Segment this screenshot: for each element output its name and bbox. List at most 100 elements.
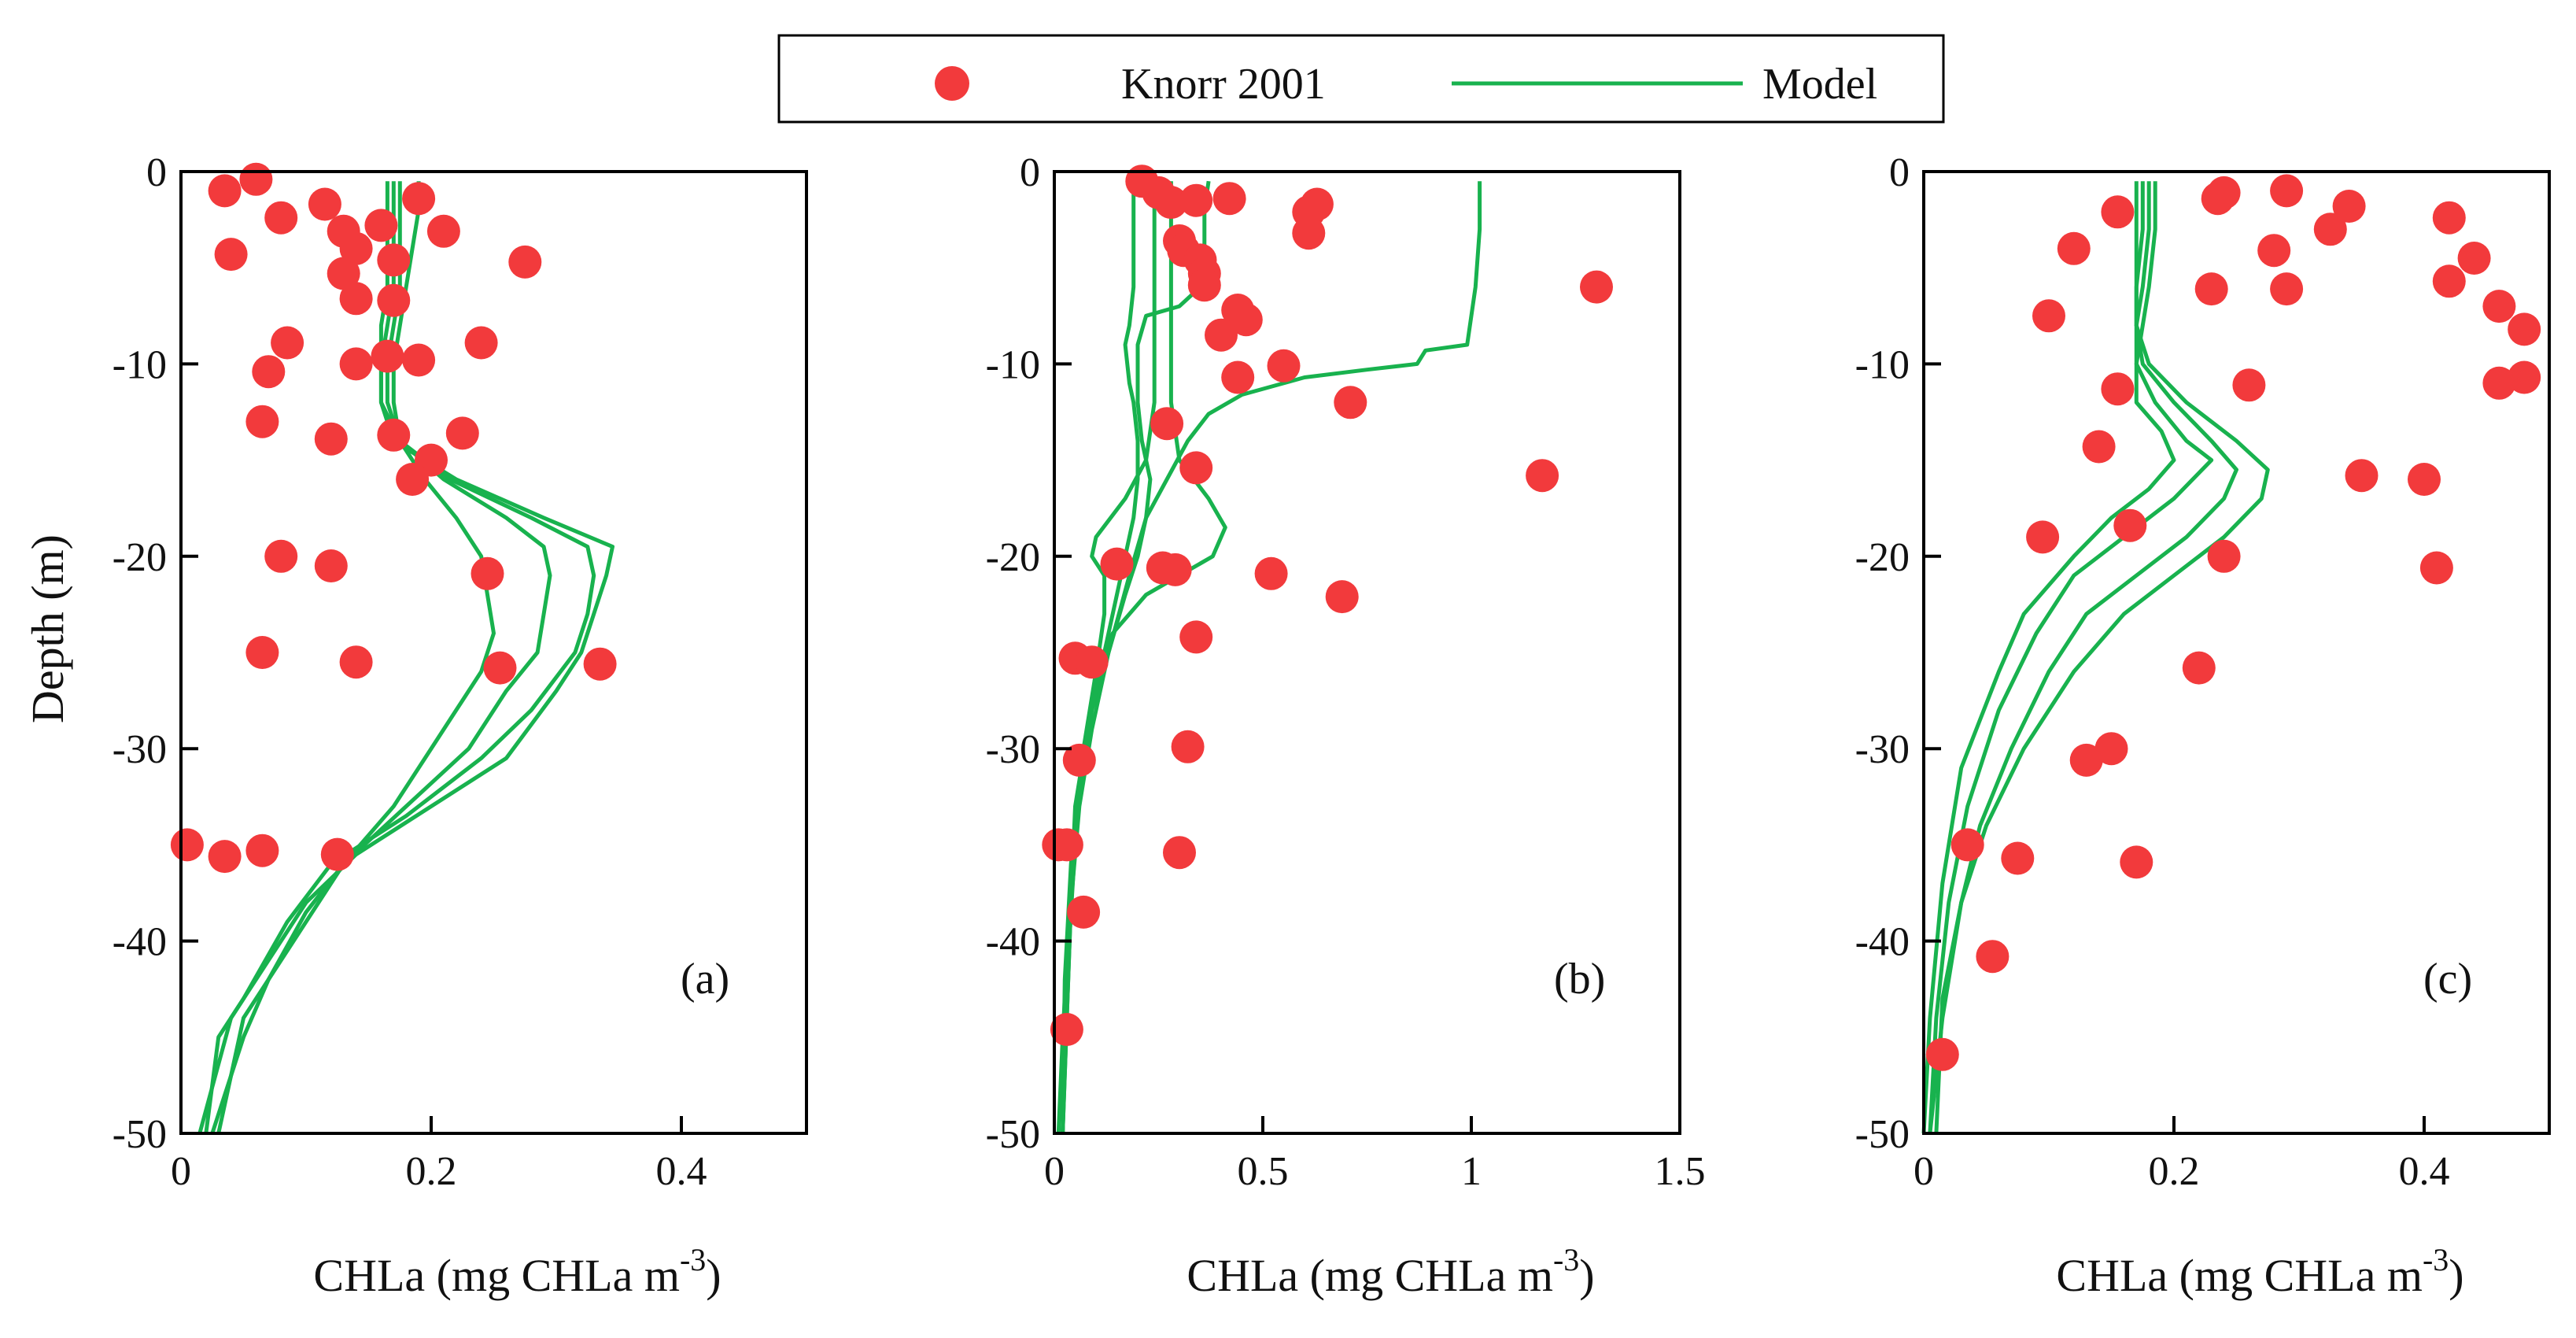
- panel-c-observed-point: [2101, 372, 2135, 406]
- panel-c-ytick-label: 0: [1889, 150, 1910, 195]
- panel-a-observed-point: [245, 636, 279, 669]
- panel-c-observed-point: [2101, 195, 2135, 229]
- panel-a-xtick-label: 0: [171, 1149, 191, 1194]
- panel-c-observed-point: [2194, 272, 2228, 306]
- panel-a-label: (a): [681, 955, 729, 1004]
- panel-a-ytick-label: -30: [113, 727, 167, 772]
- panel-a-observed-point: [426, 214, 460, 248]
- panel-b-model-line-5: [1061, 181, 1482, 1134]
- panel-b-ytick-label: -50: [986, 1112, 1040, 1157]
- panel-b-ticks: 0 0.5 1 1.5 0 -10 -20 -30 -40 -50: [986, 150, 1706, 1194]
- panel-a-observed-point: [271, 326, 304, 360]
- panel-c-observed-point: [1925, 1037, 1959, 1071]
- panel-c-ytick-label: -50: [1855, 1112, 1910, 1157]
- panel-b-observed-point: [1050, 828, 1083, 862]
- panel-b-label: (b): [1554, 955, 1605, 1004]
- panel-b-xlabel-main: CHLa (mg CHLa m: [1187, 1250, 1553, 1301]
- panel-a-observed-point: [508, 245, 542, 279]
- panel-c-observed-point: [2257, 234, 2291, 268]
- panel-c-model-lines: [1921, 181, 2270, 1134]
- panel-a-observed-point: [264, 201, 298, 235]
- panel-c-observed-point: [2113, 508, 2147, 542]
- panel-b-observed-point: [1212, 182, 1246, 216]
- panel-a-ytick-label: -40: [113, 920, 167, 965]
- panel-b-observed-point: [1179, 451, 1213, 485]
- legend-observed-marker: [935, 66, 969, 101]
- panel-a-observed-point: [377, 418, 411, 452]
- panel-a-observed-point: [339, 645, 373, 679]
- panel-c-xlabel-close: ): [2449, 1250, 2463, 1301]
- panel-c-observed-point: [2270, 174, 2304, 208]
- panel-c-ticks: 0 0.2 0.4 0 -10 -20 -30 -40 -50: [1855, 150, 2450, 1194]
- panel-c-model-line-3: [1928, 181, 2214, 1134]
- panel-b-xlabel-close: ): [1579, 1250, 1594, 1301]
- panel-c-observed-point: [2345, 459, 2379, 493]
- panel-b-xtick-label: 0: [1044, 1149, 1065, 1194]
- panel-a-observed-point: [371, 339, 404, 373]
- panel-a-observed-point: [245, 405, 279, 438]
- panel-a-ytick-label: 0: [146, 150, 167, 195]
- panel-c-xtick-label: 0.4: [2399, 1149, 2450, 1194]
- panel-c-observed-point: [2232, 368, 2266, 402]
- panel-c-frame: [1922, 170, 2551, 1135]
- panel-c-observed-point: [2201, 182, 2235, 216]
- panel-b-observed-point: [1075, 645, 1109, 679]
- panel-a-observed-point: [314, 549, 348, 582]
- panel-c-xtick-label: 0: [1914, 1149, 1934, 1194]
- panel-b-observed-points: [1042, 164, 1613, 1046]
- panel-a-frame: [179, 170, 808, 1135]
- panel-b-observed-point: [1334, 386, 1367, 420]
- panel-b-observed-point: [1067, 895, 1101, 929]
- panel-a-ticks: 0 0.2 0.4 0 -10 -20 -30 -40 -50: [113, 150, 707, 1194]
- legend-observed-label: Knorr 2001: [1121, 60, 1326, 109]
- panel-b-ytick-label: -10: [986, 342, 1040, 387]
- panel-c-observed-points: [1925, 174, 2541, 1071]
- panel-b-observed-point: [1187, 268, 1221, 302]
- panel-b-observed-point: [1325, 580, 1359, 614]
- panel-b-observed-point: [1300, 187, 1334, 221]
- panel-b-xlabel: CHLa (mg CHLa m-3): [1187, 1242, 1594, 1301]
- panel-a-ytick-label: -50: [113, 1112, 167, 1157]
- panel-c-observed-point: [2332, 190, 2366, 223]
- panel-a-observed-point: [396, 463, 430, 496]
- panel-b-ytick-label: 0: [1020, 150, 1040, 195]
- panel-a-observed-point: [208, 840, 242, 874]
- panel-b-model-lines: [1056, 180, 1482, 1134]
- panel-c-observed-point: [2032, 299, 2065, 333]
- legend-model-label: Model: [1762, 60, 1877, 109]
- panel-b-observed-point: [1154, 186, 1188, 220]
- panel-b-observed-point: [1158, 553, 1192, 586]
- panel-a-observed-points: [170, 162, 617, 874]
- panel-b-observed-point: [1163, 836, 1196, 870]
- panel-a-observed-point: [252, 355, 286, 389]
- panel-c-observed-point: [2419, 551, 2453, 585]
- panel-c-observed-point: [2482, 366, 2516, 400]
- panel-b-xlabel-sup: -3: [1553, 1242, 1579, 1277]
- panel-c-observed-point: [2120, 845, 2153, 879]
- panel-c-observed-point: [2432, 264, 2466, 298]
- panel-a-observed-point: [245, 833, 279, 867]
- panel-c-observed-point: [2207, 539, 2241, 573]
- panel-c-observed-point: [2508, 360, 2541, 394]
- panel-b-observed-point: [1292, 216, 1326, 250]
- panel-a-observed-point: [483, 651, 517, 685]
- panel-b-observed-point: [1580, 270, 1613, 304]
- panel-c-xlabel-sup: -3: [2423, 1242, 2449, 1277]
- panel-a-xlabel-close: ): [706, 1250, 721, 1301]
- panel-a-observed-point: [464, 326, 498, 360]
- panel-b-observed-point: [1179, 620, 1213, 654]
- panel-c-observed-point: [2432, 201, 2466, 235]
- panel-c-ytick-label: -30: [1855, 727, 1910, 772]
- panel-a-xtick-label: 0.4: [656, 1149, 707, 1194]
- panel-b-frame: [1053, 170, 1681, 1135]
- panel-c-xlabel: CHLa (mg CHLa m-3): [2056, 1242, 2463, 1301]
- panel-c-observed-point: [2001, 841, 2035, 875]
- panel-c-observed-point: [1950, 828, 1984, 862]
- panel-a-observed-point: [320, 837, 354, 871]
- panel-b-observed-point: [1050, 1013, 1083, 1046]
- panel-a-observed-point: [214, 238, 248, 272]
- panel-c-model-line-4: [1921, 181, 2176, 1134]
- panel-a-xlabel-main: CHLa (mg CHLa m: [313, 1250, 680, 1301]
- panel-c: 0 0.2 0.4 0 -10 -20 -30 -40 -50 (c) CHLa (mg CHL…: [1855, 150, 2551, 1301]
- panel-c-label: (c): [2423, 955, 2472, 1004]
